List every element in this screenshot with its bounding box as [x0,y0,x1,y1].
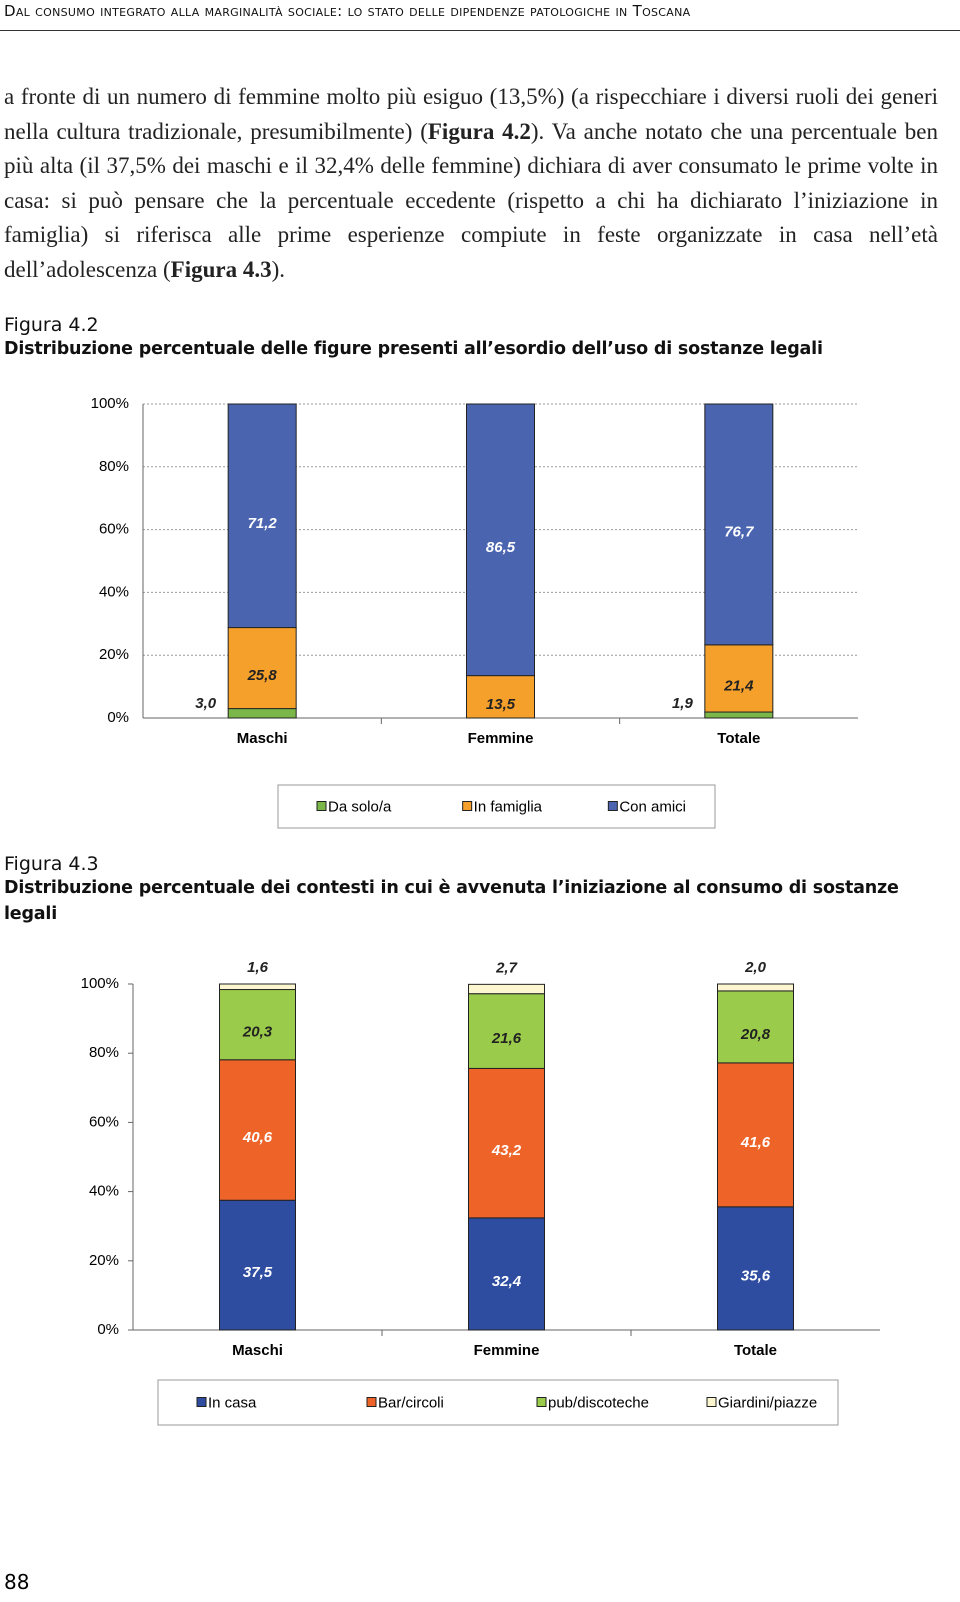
y-tick-label: 0% [97,1321,119,1338]
chart: 0% 20% 40% 60% 80% 100% Maschi 3,0 25,8 71,2 Femmi… [91,395,858,829]
data-label: 71,2 [248,515,278,532]
legend-label: Giardini/piazze [718,1394,817,1411]
bar-segment [717,990,794,1064]
x-tick-label: Totale [734,1342,777,1359]
legend-label: In famiglia [474,798,543,815]
legend-label: Bar/circoli [378,1394,444,1411]
running-header: Dal consumo integrato alla marginalità s… [4,2,691,20]
data-label: 2,7 [495,959,518,976]
figure-caption: Figura 4.2 Distribuzione percentuale del… [4,314,939,362]
text-run: a fronte di un numero di femmine molto p… [4,84,938,144]
y-tick-label: 80% [99,458,129,475]
page-number: 88 [4,1570,30,1594]
body-paragraph: a fronte di un numero di femmine molto p… [4,80,938,287]
legend-label: Da solo/a [328,798,392,815]
data-label: 1,6 [247,959,269,976]
data-label: 43,2 [491,1142,522,1159]
header-rule [0,30,960,31]
y-tick-label: 40% [99,583,129,600]
data-label: 41,6 [740,1134,771,1151]
bar-segment [219,989,296,1061]
x-tick-label: Maschi [237,730,288,747]
bar-segment [219,1059,296,1201]
y-tick-label: 0% [107,709,129,726]
bar-segment [717,1062,794,1208]
legend-label: pub/discoteche [548,1394,649,1411]
x-tick-label: Femmine [474,1342,540,1359]
figure-title: Distribuzione percentuale dei contesti i… [4,878,899,924]
figure-reference: Figura 4.3 [170,256,272,282]
text-run: ). [271,256,286,282]
bar-segment [219,1199,296,1331]
bar-segment [704,711,774,719]
data-label: 40,6 [242,1129,273,1146]
data-label: 13,5 [486,696,516,713]
y-tick-label: 100% [81,975,119,992]
data-label: 21,4 [723,677,754,694]
bar-segment [704,403,774,646]
bar-segment [466,675,535,719]
data-label: 20,8 [740,1026,771,1043]
figure-title: Distribuzione percentuale delle figure p… [4,339,823,359]
bar-segment [468,983,545,995]
data-label: 32,4 [492,1273,522,1290]
y-tick-label: 20% [99,646,129,663]
bar-segment [704,644,774,713]
legend-box [277,784,716,829]
data-label: 37,5 [243,1264,273,1281]
legend-swatch [316,801,327,811]
text-run: ). Va anche notato che una percentuale b… [4,118,938,282]
legend-swatch [366,1397,377,1407]
figure-caption: Figura 4.3 Distribuzione percentuale dei… [4,853,939,927]
bar-segment [227,708,297,719]
bar-segment [468,1217,545,1331]
bar-segment [466,403,535,677]
legend-swatch [196,1397,207,1407]
data-label: 21,6 [491,1030,522,1047]
legend-swatch [607,801,618,811]
data-label: 20,3 [242,1024,273,1041]
data-label: 3,0 [195,695,217,712]
bar-segment [219,983,296,991]
x-tick-label: Femmine [468,730,534,747]
y-tick-label: 20% [89,1252,119,1269]
y-tick-label: 80% [89,1044,119,1061]
legend-label: In casa [208,1394,257,1411]
data-label: 25,8 [247,667,278,684]
bar-segment [717,983,794,992]
y-tick-label: 60% [89,1113,119,1130]
data-label: 76,7 [724,523,754,540]
chart: 0% 20% 40% 60% 80% 100% Maschi 37,5 40,6 20,3 1,6 F… [81,959,880,1426]
legend-swatch [706,1397,717,1407]
legend-swatch [536,1397,547,1407]
data-label: 86,5 [486,539,516,556]
figure-reference: Figura 4.2 [427,118,531,144]
x-tick-label: Totale [717,730,760,747]
legend-label: Con amici [619,798,686,815]
bar-segment [227,403,297,629]
y-tick-label: 40% [89,1183,119,1200]
figure-label: Figura 4.2 [4,314,99,336]
data-label: 1,9 [672,695,694,712]
legend-box [157,1379,839,1426]
data-label: 2,0 [744,959,767,976]
y-tick-label: 60% [99,521,129,538]
x-tick-label: Maschi [232,1342,283,1359]
data-label: 35,6 [741,1267,771,1284]
figure-label: Figura 4.3 [4,853,99,875]
bar-segment [717,1206,794,1331]
y-tick-label: 100% [91,395,129,412]
legend-swatch [462,801,473,811]
